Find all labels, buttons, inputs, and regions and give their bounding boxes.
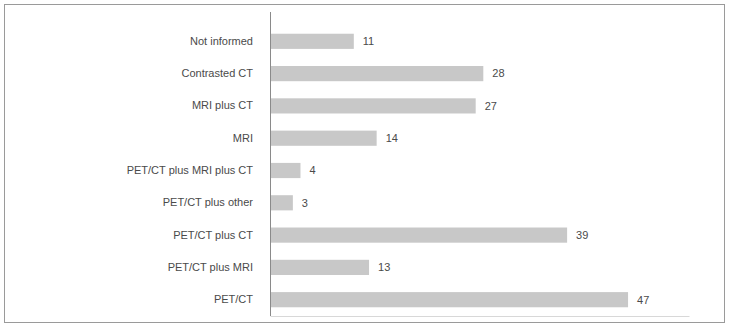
y-tick: Contrasted CT bbox=[181, 67, 253, 79]
y-tick-label: PET/CT bbox=[214, 293, 253, 305]
data-labels: 11 28 27 14 4 3 39 13 47 bbox=[302, 35, 649, 305]
y-tick-label: Contrasted CT bbox=[181, 67, 253, 79]
data-label: 39 bbox=[576, 229, 588, 241]
y-tick: PET/CT plus MRI bbox=[168, 261, 253, 273]
bar bbox=[270, 66, 483, 81]
x-axis-line bbox=[271, 316, 690, 317]
y-tick: MRI bbox=[233, 132, 253, 144]
data-label: 14 bbox=[386, 132, 398, 144]
data-label: 4 bbox=[309, 164, 315, 176]
y-tick: Not informed bbox=[190, 35, 253, 47]
y-tick: PET/CT plus other bbox=[163, 196, 254, 208]
bar bbox=[270, 228, 567, 243]
y-tick-label: MRI plus CT bbox=[192, 99, 253, 111]
data-label: 28 bbox=[492, 67, 504, 79]
x-axis bbox=[271, 316, 690, 317]
y-tick: PET/CT bbox=[214, 293, 253, 305]
bar bbox=[270, 195, 293, 210]
y-tick-label: PET/CT plus MRI plus CT bbox=[127, 164, 254, 176]
y-tick: MRI plus CT bbox=[192, 99, 253, 111]
data-label: 47 bbox=[637, 294, 649, 306]
data-label: 11 bbox=[363, 35, 374, 47]
bar bbox=[270, 98, 476, 113]
y-tick: PET/CT plus MRI plus CT bbox=[127, 164, 254, 176]
y-axis: Not informed Contrasted CT MRI plus CT MRI P… bbox=[127, 12, 271, 316]
bar bbox=[270, 34, 354, 49]
y-tick-label: MRI bbox=[233, 132, 253, 144]
chart: Not informed Contrasted CT MRI plus CT MRI P… bbox=[0, 0, 729, 327]
y-tick-label: PET/CT plus CT bbox=[173, 229, 253, 241]
y-tick: PET/CT plus CT bbox=[173, 229, 253, 241]
bars bbox=[270, 34, 628, 308]
frame bbox=[5, 5, 725, 323]
y-axis-line bbox=[270, 12, 271, 316]
data-label: 3 bbox=[302, 197, 308, 209]
bar bbox=[270, 163, 300, 178]
y-tick-label: PET/CT plus MRI bbox=[168, 261, 253, 273]
bar bbox=[270, 131, 377, 146]
bar bbox=[270, 260, 369, 275]
y-tick-label: Not informed bbox=[190, 35, 253, 47]
data-label: 13 bbox=[378, 261, 390, 273]
data-label: 27 bbox=[485, 100, 497, 112]
bar bbox=[270, 292, 628, 307]
y-tick-label: PET/CT plus other bbox=[163, 196, 254, 208]
